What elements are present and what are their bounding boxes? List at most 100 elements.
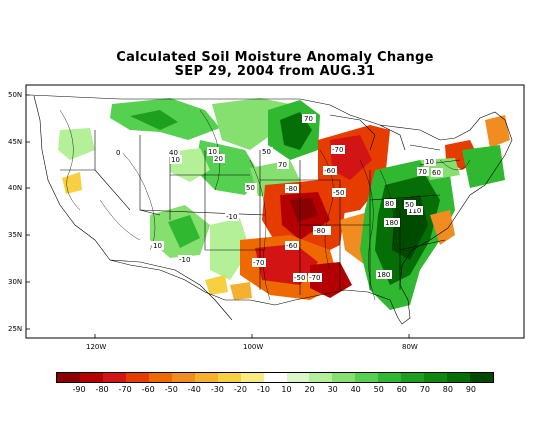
svg-text:20: 20 [214, 155, 223, 163]
svg-text:10: 10 [425, 158, 434, 166]
colorbar-label: 90 [465, 385, 477, 394]
contour-label: 50 [245, 183, 257, 192]
coastline [33, 95, 513, 325]
lon-tick-80w: 80W [402, 343, 418, 351]
svg-text:-80: -80 [314, 227, 325, 235]
contour-label: 180 [384, 218, 400, 227]
colorbar-label: 60 [396, 385, 407, 394]
svg-text:70: 70 [418, 168, 427, 176]
svg-text:-10: -10 [226, 213, 237, 221]
colorbar-swatch [378, 373, 402, 382]
anomaly-area [168, 215, 200, 248]
svg-text:180: 180 [385, 219, 398, 227]
contour-label: 20 [213, 154, 225, 163]
colorbar-swatch [470, 373, 494, 382]
colorbar-swatch [57, 373, 80, 382]
anomaly-area [485, 115, 510, 148]
colorbar-swatch [171, 373, 195, 382]
lat-tick-25n: 25N [8, 325, 23, 333]
contour [99, 199, 141, 241]
contour-label: -80 [313, 226, 331, 235]
colorbar-swatch [194, 373, 218, 382]
svg-text:-60: -60 [286, 242, 297, 250]
contour-labels: 70 -70 50 70 -60 -80 -50 -80 -60 -70 -50… [115, 114, 443, 282]
svg-text:-70: -70 [253, 259, 264, 267]
colorbar-label: 70 [419, 385, 430, 394]
contour-label: 70 [302, 114, 316, 123]
contour-label: 10 [207, 147, 219, 156]
contour-label: -10 [225, 212, 239, 221]
colorbar-label: -40 [187, 385, 201, 394]
contour-label: -80 [285, 184, 299, 193]
svg-text:-50: -50 [333, 189, 344, 197]
contour [359, 159, 376, 301]
contour-label: 110 [407, 206, 423, 215]
border-mexico [109, 259, 233, 321]
contour-label: 50 [404, 200, 416, 209]
border-canada [29, 94, 441, 141]
colorbar-swatch [125, 373, 149, 382]
svg-text:50: 50 [246, 184, 255, 192]
svg-text:60: 60 [432, 169, 441, 177]
contour-label: -70 [331, 145, 345, 154]
lon-tick-120w: 120W [86, 343, 107, 351]
contour-label: 70 [417, 167, 429, 176]
lat-tick-30n: 30N [8, 278, 23, 286]
svg-text:10: 10 [208, 148, 217, 156]
lon-tick-100w: 100W [243, 343, 264, 351]
colorbar-swatch [217, 373, 241, 382]
svg-text:180: 180 [377, 271, 390, 279]
svg-text:70: 70 [278, 161, 287, 169]
anomaly-area [430, 210, 455, 245]
axis-ticks [26, 94, 410, 338]
colorbar-label: 10 [281, 385, 292, 394]
contour-label: 60 [431, 168, 443, 177]
colorbar-label: -80 [95, 385, 109, 394]
svg-text:40: 40 [169, 149, 178, 157]
svg-text:110: 110 [408, 207, 421, 215]
great-lakes [329, 114, 441, 151]
svg-text:80: 80 [385, 200, 394, 208]
svg-text:50: 50 [262, 148, 271, 156]
svg-text:0: 0 [116, 149, 120, 157]
contour-label: -50 [332, 188, 346, 197]
colorbar-swatch [401, 373, 425, 382]
contour-label: 10 [152, 241, 164, 250]
colorbar-label: -10 [256, 385, 271, 394]
contour-label: 50 [261, 147, 273, 156]
colorbar-swatch [355, 373, 379, 382]
colorbar-swatch [424, 373, 448, 382]
contour-label: 180 [376, 270, 392, 279]
state-line [139, 209, 266, 216]
svg-text:-10: -10 [179, 256, 190, 264]
colorbar-swatch [79, 373, 103, 382]
contour-label: 10 [424, 157, 436, 166]
contour [249, 159, 271, 301]
colorbar-swatch [286, 373, 310, 382]
anomaly-area [58, 128, 95, 160]
contour [59, 109, 81, 211]
colorbar-swatch [447, 373, 471, 382]
svg-text:10: 10 [171, 156, 180, 164]
colorbar-swatch [240, 373, 264, 382]
colorbar-label: -90 [72, 385, 86, 394]
svg-text:50: 50 [405, 201, 414, 209]
colorbar-label: -70 [118, 385, 132, 394]
state-line [399, 239, 446, 251]
contour-label: -60 [323, 166, 337, 175]
contour-label: 70 [277, 160, 289, 169]
contour [379, 169, 395, 251]
colorbar-label: 80 [442, 385, 453, 394]
contour-lines [59, 109, 471, 301]
map-subtitle: SEP 29, 2004 from AUG.31 [174, 64, 376, 79]
colorbar-swatch [148, 373, 172, 382]
svg-text:-50: -50 [294, 274, 305, 282]
colorbar-label: 20 [304, 385, 315, 394]
colorbar-label: -60 [141, 385, 155, 394]
svg-text:-70: -70 [332, 146, 343, 154]
colorbar [56, 372, 494, 383]
colorbar-label: 30 [327, 385, 338, 394]
colorbar-label: -30 [210, 385, 224, 394]
contour-label: -70 [308, 273, 322, 282]
